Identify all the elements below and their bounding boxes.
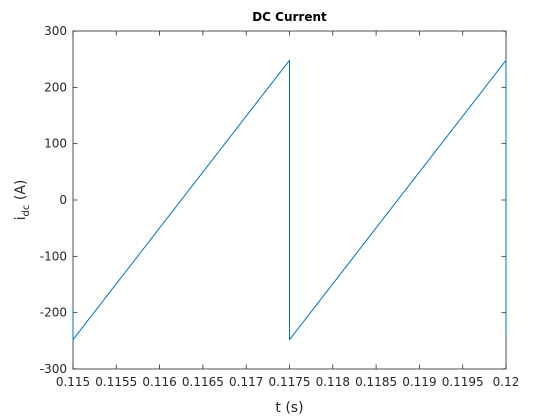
y-axis-label-unit: (A) [13, 180, 29, 205]
x-axis-ticks: 0.115 0.1155 0.116 0.1165 0.117 0.1175 0.118 0.… [56, 31, 520, 389]
y-tick-label: 300 [44, 24, 67, 38]
y-tick-label: -100 [40, 249, 67, 263]
y-axis-label-subscript: dc [21, 205, 32, 217]
x-axis-label: t (s) [275, 400, 303, 416]
x-tick-label: 0.1155 [95, 375, 137, 389]
y-tick-label: -200 [40, 306, 67, 320]
x-tick-label: 0.1165 [182, 375, 224, 389]
series-line-idc [72, 59, 507, 341]
x-tick-label: 0.12 [493, 375, 520, 389]
y-axis-label-main: i [13, 216, 29, 220]
chart-title: DC Current [252, 10, 327, 24]
x-tick-label: 0.116 [142, 375, 176, 389]
x-tick-label: 0.118 [316, 375, 350, 389]
x-tick-label: 0.1175 [269, 375, 311, 389]
y-tick-label: -300 [40, 362, 67, 376]
y-tick-label: 100 [44, 137, 67, 151]
y-tick-label: 0 [59, 193, 67, 207]
x-tick-label: 0.119 [402, 375, 436, 389]
x-tick-label: 0.115 [56, 375, 90, 389]
x-tick-label: 0.1185 [355, 375, 397, 389]
y-tick-label: 200 [44, 80, 67, 94]
y-axis-label: idc (A) [13, 180, 32, 221]
series-layer [72, 59, 507, 341]
y-axis-ticks: -300 -200 -100 0 100 200 300 [40, 24, 506, 376]
x-tick-label: 0.117 [229, 375, 263, 389]
x-tick-label: 0.1195 [442, 375, 484, 389]
